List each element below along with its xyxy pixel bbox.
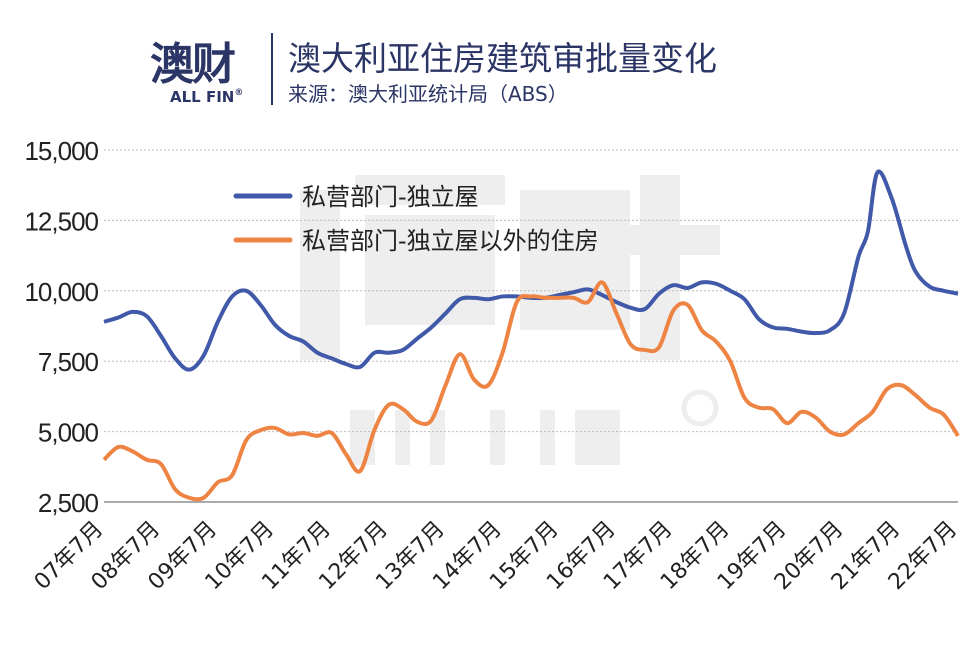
legend: 私营部门-独立屋 私营部门-独立屋以外的住房 bbox=[233, 183, 599, 255]
logo-text-cn: 澳财 bbox=[150, 39, 236, 90]
y-axis: 2,500 5,000 7,500 10,000 12,500 15,000 bbox=[24, 136, 99, 518]
y-tick-label: 5,000 bbox=[38, 418, 99, 448]
y-tick-label: 7,500 bbox=[38, 347, 99, 377]
y-tick-label: 2,500 bbox=[38, 488, 99, 518]
logo-en: ALL FIN® bbox=[170, 88, 243, 106]
watermark-cn-picture bbox=[300, 175, 720, 360]
logo: 澳财 bbox=[150, 28, 236, 92]
chart-source: 来源：澳大利亚统计局（ABS） bbox=[288, 82, 568, 106]
watermark bbox=[300, 175, 720, 465]
registered-mark: ® bbox=[234, 88, 244, 98]
legend-label-other-dwellings: 私营部门-独立屋以外的住房 bbox=[302, 227, 599, 255]
grid bbox=[104, 149, 958, 503]
series-lines bbox=[102, 169, 960, 502]
logo-text-en: ALL FIN bbox=[170, 88, 235, 106]
header: 澳财 ALL FIN® 澳大利亚住房建筑审批量变化 来源：澳大利亚统计局（ABS… bbox=[0, 0, 975, 120]
x-axis: 07年7月08年7月09年7月10年7月11年7月12年7月13年7月14年7月… bbox=[30, 517, 962, 595]
watermark-en-picture bbox=[350, 389, 719, 465]
header-divider bbox=[271, 33, 273, 105]
y-tick-label: 12,500 bbox=[24, 206, 98, 236]
legend-label-detached-house: 私营部门-独立屋 bbox=[302, 183, 479, 211]
y-tick-label: 15,000 bbox=[24, 136, 98, 166]
y-tick-label: 10,000 bbox=[24, 277, 98, 307]
chart-title: 澳大利亚住房建筑审批量变化 bbox=[288, 39, 717, 78]
